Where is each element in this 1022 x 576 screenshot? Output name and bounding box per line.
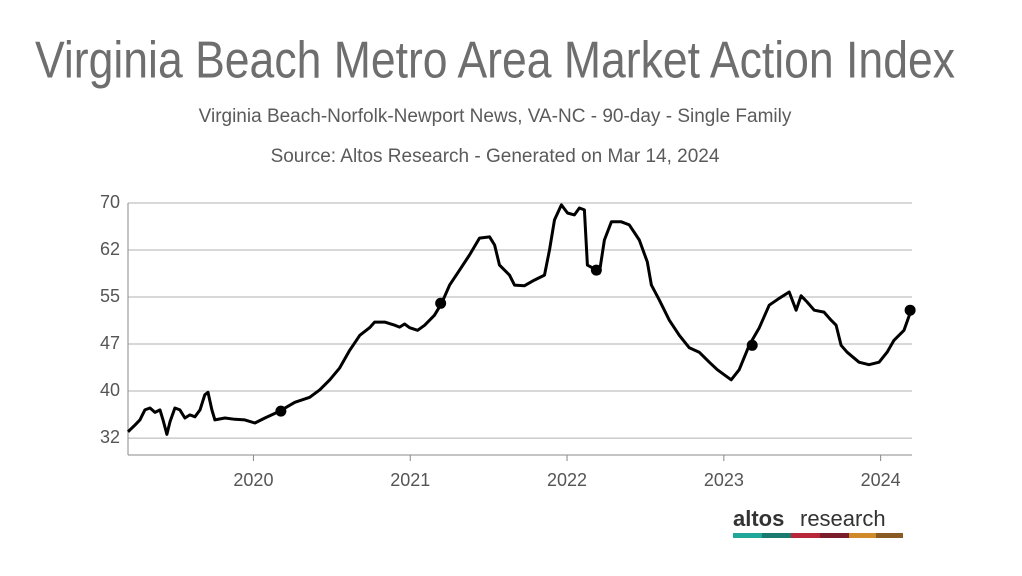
y-tick-label: 32: [100, 427, 120, 447]
logo-bar: [733, 533, 762, 538]
x-tick-label: 2022: [547, 470, 587, 490]
logo-bold: altos: [733, 506, 784, 531]
y-tick-label: 62: [100, 239, 120, 259]
marker: [746, 339, 758, 351]
chart-title: Virginia Beach Metro Area Market Action …: [35, 32, 955, 90]
logo-bar: [820, 533, 849, 538]
marker: [590, 264, 602, 276]
logo-text: research: [800, 506, 886, 531]
logo-bar: [762, 533, 791, 538]
marker: [275, 405, 287, 417]
chart-subtitle: Virginia Beach-Norfolk-Newport News, VA-…: [199, 106, 792, 127]
y-tick-label: 47: [100, 333, 120, 353]
chart-source: Source: Altos Research - Generated on Ma…: [271, 146, 720, 167]
logo-bar: [876, 533, 903, 538]
logo-bar: [849, 533, 876, 538]
y-tick-label: 40: [100, 380, 120, 400]
x-tick-label: 2023: [704, 470, 744, 490]
y-tick-label: 70: [100, 192, 120, 212]
x-tick-label: 2024: [861, 470, 901, 490]
y-tick-label: 55: [100, 286, 120, 306]
x-tick-label: 2021: [390, 470, 430, 490]
marker: [435, 297, 447, 309]
logo-bar: [791, 533, 820, 538]
data-line: [126, 203, 913, 436]
logo: altos research: [733, 506, 903, 538]
x-tick-label: 2020: [233, 470, 273, 490]
marker: [904, 304, 916, 316]
